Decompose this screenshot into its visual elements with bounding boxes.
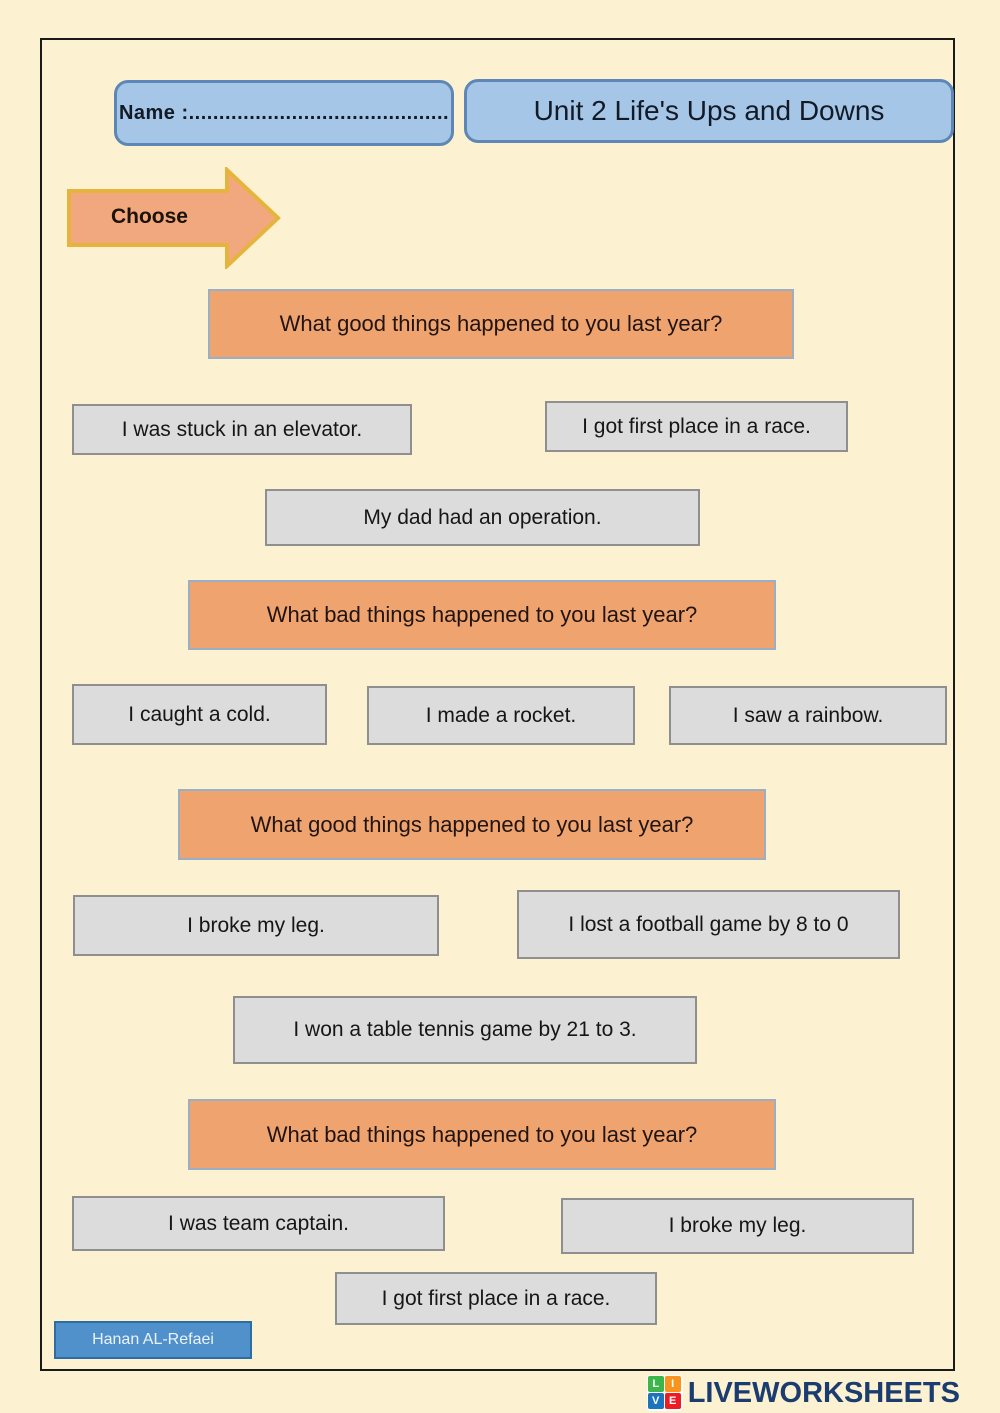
answer-option[interactable]: My dad had an operation. bbox=[265, 489, 700, 546]
worksheet-title-box: Unit 2 Life's Ups and Downs bbox=[464, 79, 954, 143]
choose-instruction: Choose bbox=[67, 167, 282, 269]
author-badge: Hanan AL-Refaei bbox=[54, 1321, 252, 1359]
worksheet-frame: Name :..................................… bbox=[40, 38, 955, 1371]
question-text: What good things happened to you last ye… bbox=[279, 311, 723, 336]
answer-option[interactable]: I lost a football game by 8 to 0 bbox=[517, 890, 900, 959]
answer-option[interactable]: I got first place in a race. bbox=[545, 401, 848, 452]
answer-text: I broke my leg. bbox=[668, 1214, 807, 1237]
answer-option[interactable]: I broke my leg. bbox=[561, 1198, 914, 1254]
answer-text: I caught a cold. bbox=[128, 702, 271, 726]
answer-text: I was team captain. bbox=[168, 1211, 349, 1235]
logo-letter-e: E bbox=[664, 1393, 681, 1409]
answer-option[interactable]: I got first place in a race. bbox=[335, 1272, 657, 1325]
choose-label: Choose bbox=[110, 205, 188, 228]
question-box-1: What good things happened to you last ye… bbox=[208, 289, 794, 359]
logo-letter-i: I bbox=[664, 1376, 681, 1392]
answer-text: I was stuck in an elevator. bbox=[121, 417, 363, 441]
answer-option[interactable]: I won a table tennis game by 21 to 3. bbox=[233, 996, 697, 1064]
liveworksheets-brand[interactable]: L I V E LIVEWORKSHEETS bbox=[646, 1374, 960, 1412]
answer-text: I won a table tennis game by 21 to 3. bbox=[293, 1018, 637, 1041]
liveworksheets-logo-icon: L I V E bbox=[646, 1375, 683, 1411]
answer-option[interactable]: I caught a cold. bbox=[72, 684, 327, 745]
answer-option[interactable]: I broke my leg. bbox=[73, 895, 439, 956]
logo-letter-l: L bbox=[647, 1376, 664, 1392]
answer-option[interactable]: I was team captain. bbox=[72, 1196, 445, 1251]
answer-text: I lost a football game by 8 to 0 bbox=[568, 912, 849, 936]
question-box-3: What good things happened to you last ye… bbox=[178, 789, 766, 860]
answer-option[interactable]: I made a rocket. bbox=[367, 686, 635, 745]
page-title: Unit 2 Life's Ups and Downs bbox=[533, 95, 885, 126]
name-field[interactable]: Name :..................................… bbox=[114, 80, 454, 146]
answer-text: I got first place in a race. bbox=[381, 1286, 611, 1310]
arrow-right-icon bbox=[67, 167, 281, 269]
name-label: Name :..................................… bbox=[118, 101, 450, 124]
answer-option[interactable]: I saw a rainbow. bbox=[669, 686, 947, 745]
question-box-4: What bad things happened to you last yea… bbox=[188, 1099, 776, 1170]
question-text: What good things happened to you last ye… bbox=[250, 811, 694, 837]
brand-wordmark: LIVEWORKSHEETS bbox=[687, 1376, 960, 1409]
question-box-2: What bad things happened to you last yea… bbox=[188, 580, 776, 650]
question-text: What bad things happened to you last yea… bbox=[266, 602, 698, 627]
answer-text: I saw a rainbow. bbox=[732, 703, 884, 727]
answer-option[interactable]: I was stuck in an elevator. bbox=[72, 404, 412, 455]
answer-text: I got first place in a race. bbox=[582, 414, 811, 438]
answer-text: My dad had an operation. bbox=[363, 505, 602, 529]
answer-text: I made a rocket. bbox=[425, 703, 577, 727]
answer-text: I broke my leg. bbox=[187, 913, 325, 937]
question-text: What bad things happened to you last yea… bbox=[266, 1121, 698, 1147]
author-name: Hanan AL-Refaei bbox=[92, 1331, 214, 1348]
logo-letter-v: V bbox=[647, 1393, 664, 1409]
